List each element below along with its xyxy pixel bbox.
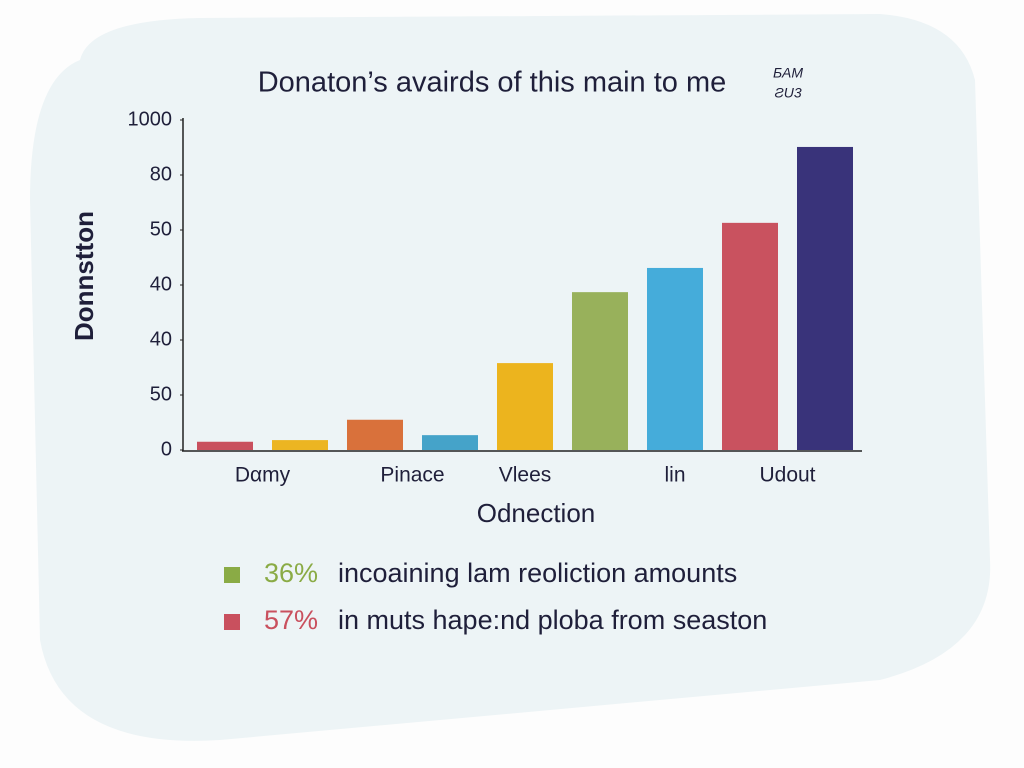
legend-percent: 36% <box>264 558 318 588</box>
bar <box>422 435 478 450</box>
x-axis-label: Odnection <box>477 498 596 528</box>
x-tick-label: lin <box>664 464 685 487</box>
y-tick-label: 50 <box>150 218 172 240</box>
bar <box>197 441 253 450</box>
x-tick-label: Vlees <box>499 464 552 487</box>
bar <box>797 146 853 450</box>
legend-text: incoaining lam reoliction amounts <box>338 558 737 588</box>
y-tick-label: 40 <box>150 273 172 295</box>
y-tick-label: 80 <box>150 163 172 185</box>
title-mark: ƧU3 <box>774 85 801 101</box>
legend-swatch <box>224 614 240 630</box>
y-axis-label: Donnstton <box>69 211 99 341</box>
y-tick-label: 1000 <box>128 108 173 130</box>
legend-percent: 57% <box>264 605 318 635</box>
bar <box>347 419 403 450</box>
x-tick-label: Udout <box>759 464 815 487</box>
y-tick-label: 0 <box>161 438 172 460</box>
bar <box>722 222 778 450</box>
x-tick-label: Dαmy <box>235 464 291 487</box>
bar <box>497 363 553 450</box>
legend-text: in muts hape:nd ploba from seaston <box>338 605 767 635</box>
chart-title: Donaton’s avairds of this main to me <box>258 67 727 99</box>
title-mark: ƂAM <box>773 65 803 81</box>
bar <box>647 267 703 450</box>
bar <box>572 292 628 450</box>
y-tick-label: 40 <box>150 328 172 350</box>
bar <box>272 440 328 450</box>
x-tick-label: Pinace <box>380 464 444 487</box>
y-tick-label: 50 <box>150 383 172 405</box>
legend-swatch <box>224 567 240 583</box>
